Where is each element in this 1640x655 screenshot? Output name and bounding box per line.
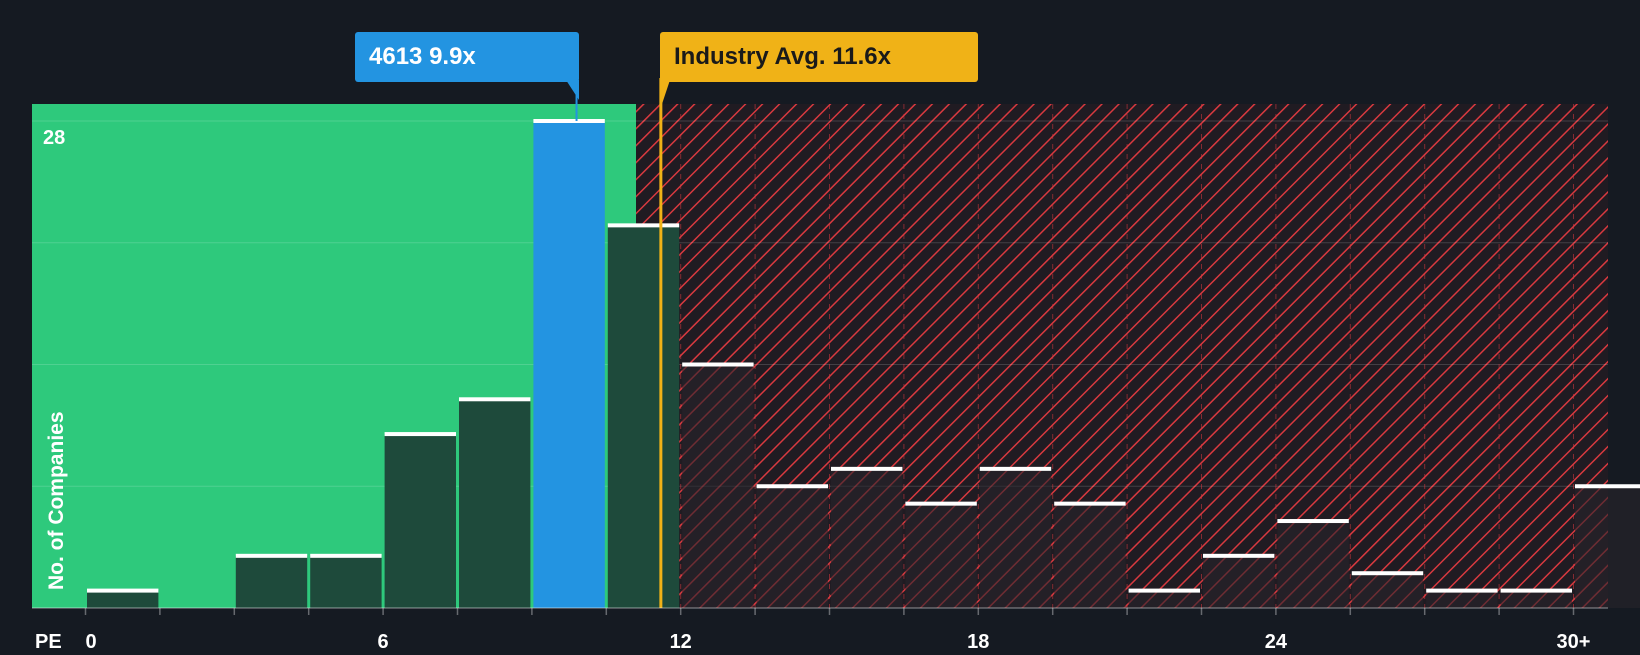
bar — [310, 555, 382, 608]
y-tick-label: 28 — [43, 127, 65, 149]
company-bar — [533, 121, 605, 608]
bar — [1054, 503, 1126, 608]
y-axis-label: No. of Companies — [45, 411, 68, 590]
company-pe-callout: 4613 9.9x — [355, 32, 579, 82]
bar-cap — [831, 466, 903, 471]
bar-cap — [1575, 484, 1640, 489]
x-tick-label: 18 — [967, 631, 989, 650]
bar-cap — [607, 223, 680, 228]
bar — [607, 225, 680, 608]
bar — [1128, 590, 1200, 608]
bar — [905, 503, 977, 608]
bar-cap — [1426, 588, 1498, 593]
bar-cap — [310, 553, 382, 558]
bar-cap — [1351, 571, 1424, 576]
industry-avg-value: 11.6x — [832, 43, 891, 70]
bar — [1203, 555, 1275, 608]
bar-cap — [979, 466, 1052, 471]
bar — [1277, 521, 1349, 608]
bar-cap — [1128, 588, 1200, 593]
bar-cap — [682, 362, 754, 367]
x-tick-label: 30+ — [1557, 631, 1591, 650]
x-tick-label: 6 — [378, 631, 389, 650]
bar — [1351, 573, 1424, 608]
x-tick-label: 12 — [670, 631, 692, 650]
bar-cap — [1277, 519, 1349, 524]
industry-avg-label: Industry Avg. — [674, 43, 826, 70]
x-tick-label: 0 — [86, 631, 97, 650]
bar — [1500, 590, 1572, 608]
x-axis-label: PE — [35, 631, 62, 650]
bar-cap — [459, 397, 531, 402]
bar-cap — [533, 119, 605, 123]
bar-cap — [235, 553, 308, 558]
company-callout-pointer — [566, 80, 579, 100]
bar-cap — [384, 432, 456, 437]
bar-cap — [1500, 588, 1572, 593]
company-pe-value: 9.9x — [429, 43, 476, 70]
bar — [459, 399, 531, 608]
bar-cap — [87, 588, 159, 593]
x-tick-label: 24 — [1265, 631, 1288, 650]
bar-cap — [1054, 501, 1126, 506]
bar-cap — [756, 484, 828, 489]
bar — [384, 434, 456, 608]
company-ticker: 4613 — [369, 43, 423, 70]
bar — [831, 468, 903, 608]
industry-avg-callout: Industry Avg. 11.6x — [660, 32, 978, 82]
bar — [235, 555, 308, 608]
bar-cap — [905, 501, 977, 506]
bar — [87, 590, 159, 608]
industry-callout-pointer — [660, 80, 670, 104]
bar — [1575, 486, 1640, 608]
bar — [979, 468, 1052, 608]
bar — [682, 364, 754, 608]
bar-cap — [1203, 553, 1275, 558]
bar — [756, 486, 828, 608]
bar — [1426, 590, 1498, 608]
